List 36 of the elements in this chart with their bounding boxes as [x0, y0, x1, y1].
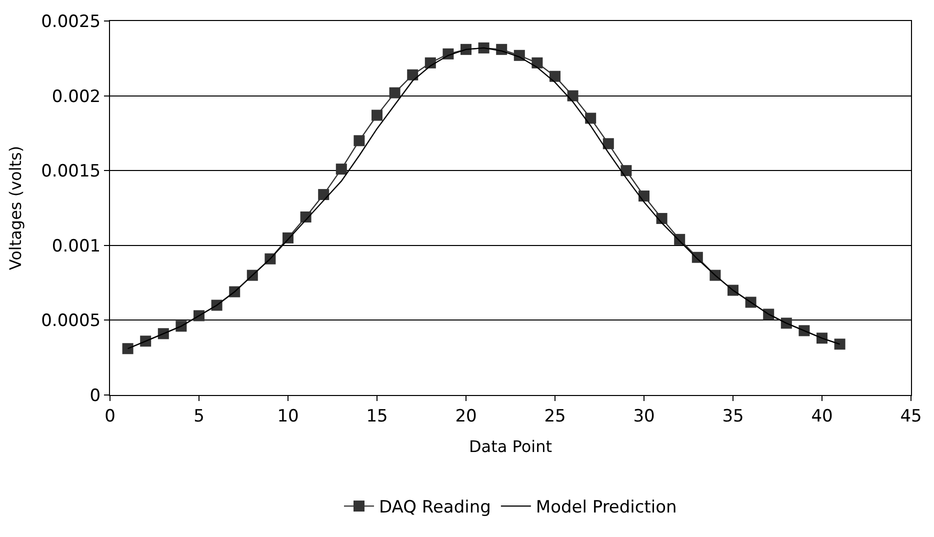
- point: [585, 112, 596, 124]
- y-tick-label: 0.0025: [41, 12, 101, 32]
- point: [620, 165, 632, 176]
- point: [372, 110, 382, 121]
- legend-label: Model Prediction: [536, 498, 677, 518]
- x-tick-label: 10: [277, 406, 299, 426]
- point: [336, 164, 347, 175]
- x-tick-label: 25: [544, 406, 566, 426]
- point: [834, 338, 846, 350]
- point: [389, 87, 400, 98]
- y-tick-label: 0.0015: [41, 162, 101, 182]
- x-tick-label: 35: [722, 406, 744, 426]
- x-tick-label: 20: [455, 406, 477, 426]
- point: [122, 343, 134, 354]
- y-tick-label: 0.001: [52, 236, 101, 256]
- x-axis-title: Data Point: [468, 437, 552, 456]
- x-tick-label: 30: [633, 406, 655, 426]
- point: [602, 138, 614, 150]
- y-axis-title: Voltages (volts): [6, 146, 26, 270]
- point: [656, 212, 668, 224]
- legend-label: DAQ Reading: [379, 498, 491, 518]
- x-tick-label: 5: [194, 406, 204, 426]
- point: [567, 90, 578, 102]
- x-tick-label: 40: [811, 406, 833, 426]
- point: [638, 190, 650, 202]
- point: [407, 69, 418, 80]
- point: [354, 135, 365, 146]
- y-tick-label: 0: [90, 386, 101, 406]
- y-tick-label: 0.0005: [41, 311, 101, 332]
- point: [550, 70, 560, 82]
- x-tick-label: 45: [900, 406, 922, 426]
- x-tick-label: 15: [366, 406, 388, 426]
- point: [318, 189, 330, 200]
- y-tick-label: 0.002: [52, 86, 101, 107]
- x-tick-label: 0: [104, 406, 116, 426]
- point: [532, 57, 543, 68]
